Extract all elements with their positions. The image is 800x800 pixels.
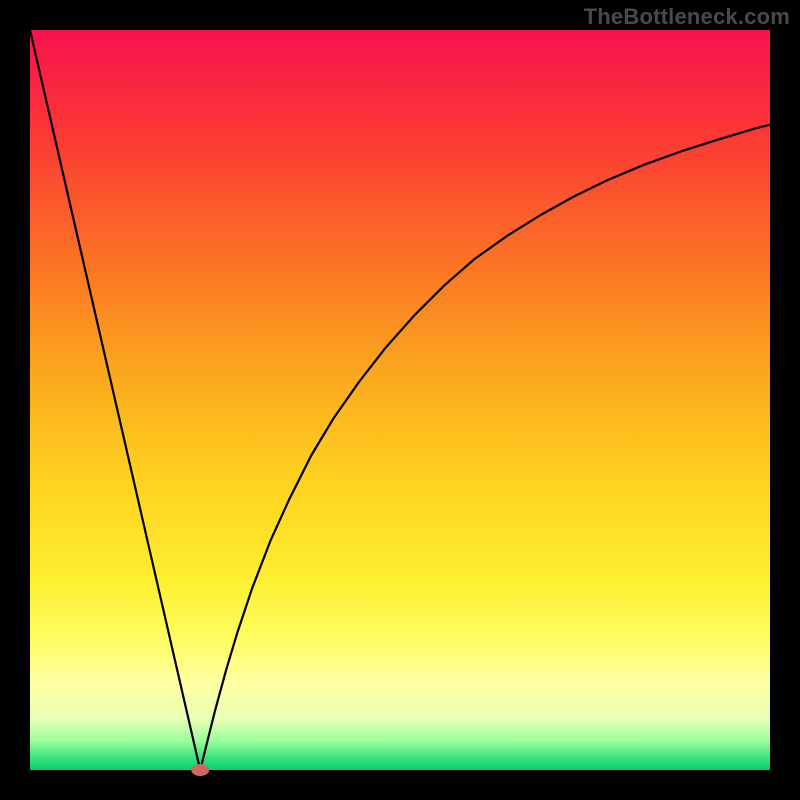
minimum-marker bbox=[191, 764, 209, 776]
bottleneck-chart bbox=[0, 0, 800, 800]
watermark-text: TheBottleneck.com bbox=[584, 4, 790, 30]
plot-background bbox=[30, 30, 770, 770]
